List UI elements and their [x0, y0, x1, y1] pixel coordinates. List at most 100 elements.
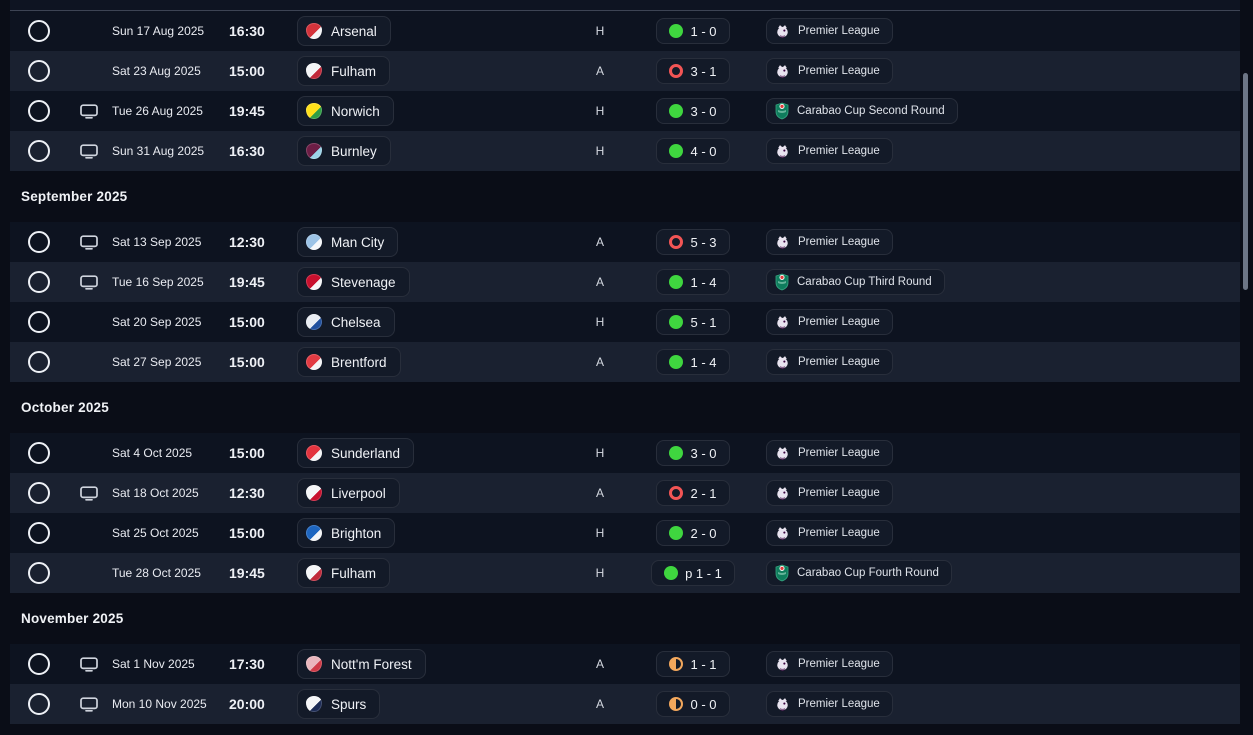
fixture-row[interactable]: Sun 31 Aug 2025 16:30 Burnley H 4 - 0: [10, 131, 1240, 171]
team-chip[interactable]: Arsenal: [297, 16, 391, 46]
team-chip[interactable]: Chelsea: [297, 307, 395, 337]
team-badge-icon: [306, 354, 322, 370]
result-dot-icon: [669, 104, 684, 118]
radio-circle[interactable]: [28, 442, 50, 464]
tv-cell: [66, 446, 112, 461]
competition-name: Carabao Cup Second Round: [797, 105, 945, 117]
team-badge-icon: [306, 103, 322, 119]
team-cell: Man City: [297, 227, 580, 257]
team-chip[interactable]: Spurs: [297, 689, 381, 719]
competition-cell: Premier League: [766, 691, 1240, 717]
score-chip[interactable]: 3 - 1: [656, 58, 730, 84]
venue-indicator: H: [595, 446, 605, 460]
month-rows: Sun 17 Aug 2025 16:30 Arsenal H 1 - 0: [10, 11, 1240, 171]
score-chip[interactable]: 1 - 0: [656, 18, 730, 44]
fixture-select-cell: [10, 562, 66, 584]
radio-circle[interactable]: [28, 140, 50, 162]
score-chip[interactable]: 2 - 1: [656, 480, 730, 506]
team-chip[interactable]: Sunderland: [297, 438, 415, 468]
competition-name: Premier League: [798, 145, 880, 157]
fixture-row[interactable]: Mon 10 Nov 2025 20:00 Spurs A 0 - 0: [10, 684, 1240, 724]
tv-cell: [66, 696, 112, 712]
fixture-select-cell: [10, 311, 66, 333]
venue-indicator: A: [595, 697, 604, 711]
competition-cell: Carabao Cup Second Round: [766, 98, 1240, 124]
month-rows: Sat 4 Oct 2025 15:00 Sunderland H 3 - 0: [10, 433, 1240, 593]
result-dot-icon: [669, 355, 684, 369]
radio-circle[interactable]: [28, 60, 50, 82]
team-cell: Brighton: [297, 518, 580, 548]
score-cell: 1 - 0: [620, 18, 766, 44]
team-chip[interactable]: Fulham: [297, 558, 391, 588]
fixture-row[interactable]: Sat 1 Nov 2025 17:30 Nott'm Forest A 1 -…: [10, 644, 1240, 684]
radio-circle[interactable]: [28, 562, 50, 584]
fixture-select-cell: [10, 100, 66, 122]
score-chip[interactable]: 3 - 0: [656, 440, 730, 466]
fixture-row[interactable]: Tue 26 Aug 2025 19:45 Norwich H 3 - 0: [10, 91, 1240, 131]
fixture-row[interactable]: Sun 17 Aug 2025 16:30 Arsenal H 1 - 0: [10, 11, 1240, 51]
score-chip[interactable]: 1 - 4: [656, 349, 730, 375]
team-chip[interactable]: Liverpool: [297, 478, 400, 508]
fixture-date: Tue 28 Oct 2025: [112, 566, 201, 580]
radio-circle[interactable]: [28, 271, 50, 293]
radio-circle[interactable]: [28, 231, 50, 253]
competition-name: Premier League: [798, 527, 880, 539]
scrollbar-thumb[interactable]: [1243, 73, 1248, 290]
team-chip[interactable]: Stevenage: [297, 267, 410, 297]
fixture-row[interactable]: Sat 20 Sep 2025 15:00 Chelsea H 5 - 1: [10, 302, 1240, 342]
radio-circle[interactable]: [28, 653, 50, 675]
team-cell: Norwich: [297, 96, 580, 126]
radio-circle[interactable]: [28, 693, 50, 715]
venue-indicator: A: [595, 235, 604, 249]
radio-circle[interactable]: [28, 522, 50, 544]
radio-circle[interactable]: [28, 482, 50, 504]
team-badge-icon: [306, 274, 322, 290]
score-chip[interactable]: 2 - 0: [656, 520, 730, 546]
competition-chip: Premier League: [766, 349, 893, 375]
fixture-row[interactable]: Sat 23 Aug 2025 15:00 Fulham A 3 - 1: [10, 51, 1240, 91]
radio-circle[interactable]: [28, 100, 50, 122]
tv-cell: [66, 24, 112, 39]
radio-circle[interactable]: [28, 20, 50, 42]
fixture-row[interactable]: Sat 25 Oct 2025 15:00 Brighton H 2 - 0: [10, 513, 1240, 553]
team-chip[interactable]: Norwich: [297, 96, 394, 126]
team-chip[interactable]: Brentford: [297, 347, 401, 377]
score-cell: 2 - 1: [620, 480, 766, 506]
fixture-row[interactable]: Tue 16 Sep 2025 19:45 Stevenage A 1 - 4: [10, 262, 1240, 302]
premier-league-lion-icon: [775, 696, 790, 713]
score-chip[interactable]: 1 - 4: [656, 269, 730, 295]
fixture-date: Sat 18 Oct 2025: [112, 486, 199, 500]
competition-cell: Carabao Cup Third Round: [766, 269, 1240, 295]
score-chip[interactable]: 3 - 0: [656, 98, 730, 124]
fixture-row[interactable]: Tue 28 Oct 2025 19:45 Fulham H p 1 - 1: [10, 553, 1240, 593]
score-chip[interactable]: 0 - 0: [656, 691, 730, 717]
score-text: 1 - 1: [690, 656, 717, 672]
fixture-row[interactable]: Sat 18 Oct 2025 12:30 Liverpool A 2 - 1: [10, 473, 1240, 513]
team-name: Liverpool: [331, 485, 386, 501]
fixture-row[interactable]: Sat 13 Sep 2025 12:30 Man City A 5 - 3: [10, 222, 1240, 262]
radio-circle[interactable]: [28, 311, 50, 333]
team-cell: Stevenage: [297, 267, 580, 297]
score-chip[interactable]: 4 - 0: [656, 138, 730, 164]
tv-cell: [66, 64, 112, 79]
premier-league-lion-icon: [775, 23, 790, 40]
fixture-date: Sat 1 Nov 2025: [112, 657, 195, 671]
fixture-row[interactable]: Sat 27 Sep 2025 15:00 Brentford A 1 - 4: [10, 342, 1240, 382]
score-chip[interactable]: 1 - 1: [656, 651, 730, 677]
score-chip[interactable]: 5 - 3: [656, 229, 730, 255]
fixture-row[interactable]: Sat 4 Oct 2025 15:00 Sunderland H 3 - 0: [10, 433, 1240, 473]
fixture-date: Sat 20 Sep 2025: [112, 315, 202, 329]
team-chip[interactable]: Nott'm Forest: [297, 649, 426, 679]
team-chip[interactable]: Burnley: [297, 136, 391, 166]
score-cell: 5 - 3: [620, 229, 766, 255]
premier-league-lion-icon: [775, 314, 790, 331]
radio-circle[interactable]: [28, 351, 50, 373]
team-chip[interactable]: Man City: [297, 227, 399, 257]
score-chip[interactable]: 5 - 1: [656, 309, 730, 335]
score-chip[interactable]: p 1 - 1: [651, 560, 735, 586]
fixture-time: 17:30: [229, 656, 265, 672]
team-chip[interactable]: Fulham: [297, 56, 391, 86]
competition-cell: Premier League: [766, 58, 1240, 84]
team-name: Arsenal: [331, 23, 377, 39]
team-chip[interactable]: Brighton: [297, 518, 396, 548]
